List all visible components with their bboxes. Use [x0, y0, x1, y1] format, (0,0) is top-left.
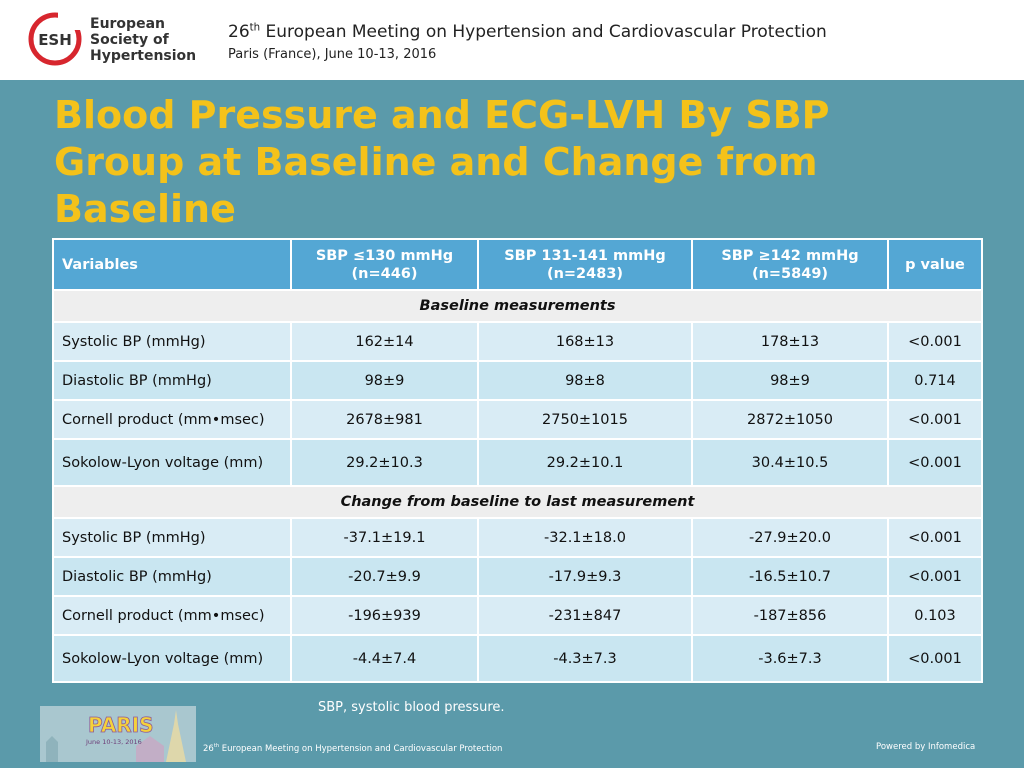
row-value-col1: -4.4±7.4 [290, 634, 479, 683]
header-pvalue: p value [887, 238, 983, 291]
row-value-col1: -196±939 [290, 595, 479, 636]
row-pvalue: 0.714 [887, 360, 983, 401]
row-value-col3: -3.6±7.3 [691, 634, 889, 683]
row-value-col1: -20.7±9.9 [290, 556, 479, 597]
header-col3: SBP ≥142 mmHg (n=5849) [691, 238, 889, 291]
table-row: Diastolic BP (mmHg) -20.7±9.9 -17.9±9.3 … [52, 556, 983, 597]
row-variable: Diastolic BP (mmHg) [52, 360, 292, 401]
header-col1: SBP ≤130 mmHg (n=446) [290, 238, 479, 291]
row-pvalue: <0.001 [887, 321, 983, 362]
section-row-baseline: Baseline measurements [52, 289, 983, 323]
row-pvalue: <0.001 [887, 634, 983, 683]
row-value-col2: 168±13 [477, 321, 693, 362]
row-value-col3: -27.9±20.0 [691, 517, 889, 558]
esh-logo-line-3: Hypertension [90, 48, 197, 64]
header-variables: Variables [52, 238, 292, 291]
section-label-change: Change from baseline to last measurement [52, 485, 983, 519]
row-variable: Systolic BP (mmHg) [52, 321, 292, 362]
footnote: SBP, systolic blood pressure. [318, 700, 505, 715]
results-table: Variables SBP ≤130 mmHg (n=446) SBP 131-1… [52, 238, 983, 683]
paris-logo-dates: June 10-13, 2016 [85, 738, 142, 746]
meeting-number: 26 [228, 22, 250, 42]
row-pvalue: 0.103 [887, 595, 983, 636]
row-value-col3: 178±13 [691, 321, 889, 362]
row-pvalue: <0.001 [887, 399, 983, 440]
meeting-name: European Meeting on Hypertension and Car… [260, 22, 827, 42]
row-value-col2: -17.9±9.3 [477, 556, 693, 597]
row-value-col3: 2872±1050 [691, 399, 889, 440]
row-value-col1: 162±14 [290, 321, 479, 362]
table-row: Cornell product (mm•msec) 2678±981 2750±… [52, 399, 983, 440]
footer-meeting-name: European Meeting on Hypertension and Car… [219, 743, 503, 754]
row-value-col3: 98±9 [691, 360, 889, 401]
row-value-col3: -16.5±10.7 [691, 556, 889, 597]
row-pvalue: <0.001 [887, 438, 983, 487]
esh-logo-initials: ESH [38, 31, 72, 49]
section-row-change: Change from baseline to last measurement [52, 485, 983, 519]
esh-logo-text: European Society of Hypertension [90, 16, 210, 64]
row-variable: Cornell product (mm•msec) [52, 399, 292, 440]
table-header-row: Variables SBP ≤130 mmHg (n=446) SBP 131-1… [52, 238, 983, 291]
powered-by: Powered by Infomedica [876, 742, 976, 752]
footer-meeting-suffix: th [213, 743, 220, 749]
row-variable: Sokolow-Lyon voltage (mm) [52, 634, 292, 683]
row-variable: Sokolow-Lyon voltage (mm) [52, 438, 292, 487]
row-value-col1: -37.1±19.1 [290, 517, 479, 558]
table-row: Sokolow-Lyon voltage (mm) 29.2±10.3 29.2… [52, 438, 983, 487]
row-value-col2: -231±847 [477, 595, 693, 636]
row-pvalue: <0.001 [887, 517, 983, 558]
paris-meeting-logo-icon: PARIS June 10-13, 2016 [40, 706, 196, 762]
row-value-col2: 98±8 [477, 360, 693, 401]
esh-logo-line-1: European [90, 16, 165, 32]
row-value-col2: 2750±1015 [477, 399, 693, 440]
esh-logo-mark-icon: ESH [28, 12, 82, 66]
table-row: Systolic BP (mmHg) -37.1±19.1 -32.1±18.0… [52, 517, 983, 558]
esh-logo-line-2: Society of [90, 32, 169, 48]
footer-meeting-number: 26 [203, 743, 214, 754]
meeting-title: 26th European Meeting on Hypertension an… [228, 22, 827, 42]
footer-meeting-title: 26th European Meeting on Hypertension an… [203, 743, 502, 754]
table-row: Cornell product (mm•msec) -196±939 -231±… [52, 595, 983, 636]
meeting-suffix: th [249, 22, 261, 34]
table-row: Systolic BP (mmHg) 162±14 168±13 178±13 … [52, 321, 983, 362]
row-variable: Diastolic BP (mmHg) [52, 556, 292, 597]
meeting-location: Paris (France), June 10-13, 2016 [228, 47, 437, 62]
slide-title: Blood Pressure and ECG-LVH By SBP Group … [54, 93, 830, 231]
header-col2: SBP 131-141 mmHg (n=2483) [477, 238, 693, 291]
row-value-col2: -32.1±18.0 [477, 517, 693, 558]
paris-logo-word: PARIS [88, 713, 154, 737]
row-variable: Cornell product (mm•msec) [52, 595, 292, 636]
row-value-col2: -4.3±7.3 [477, 634, 693, 683]
row-pvalue: <0.001 [887, 556, 983, 597]
row-value-col3: 30.4±10.5 [691, 438, 889, 487]
esh-logo: ESH European Society of Hypertension [28, 12, 198, 70]
row-value-col3: -187±856 [691, 595, 889, 636]
row-value-col1: 98±9 [290, 360, 479, 401]
table-row: Sokolow-Lyon voltage (mm) -4.4±7.4 -4.3±… [52, 634, 983, 683]
row-value-col2: 29.2±10.1 [477, 438, 693, 487]
row-variable: Systolic BP (mmHg) [52, 517, 292, 558]
section-label-baseline: Baseline measurements [52, 289, 983, 323]
header-bar: ESH European Society of Hypertension 26t… [0, 0, 1024, 80]
table-row: Diastolic BP (mmHg) 98±9 98±8 98±9 0.714 [52, 360, 983, 401]
row-value-col1: 2678±981 [290, 399, 479, 440]
row-value-col1: 29.2±10.3 [290, 438, 479, 487]
